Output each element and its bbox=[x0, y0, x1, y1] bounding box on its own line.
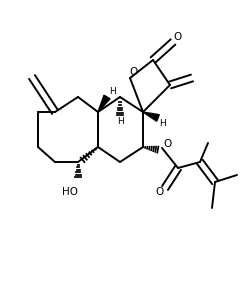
Text: H: H bbox=[160, 119, 166, 128]
Text: O: O bbox=[164, 139, 172, 149]
Text: O: O bbox=[174, 32, 182, 42]
Text: O: O bbox=[156, 187, 164, 197]
Text: H: H bbox=[108, 88, 116, 96]
Polygon shape bbox=[98, 95, 110, 112]
Text: O: O bbox=[129, 67, 137, 77]
Text: H: H bbox=[116, 117, 123, 126]
Polygon shape bbox=[143, 112, 159, 121]
Text: HO: HO bbox=[62, 187, 78, 197]
